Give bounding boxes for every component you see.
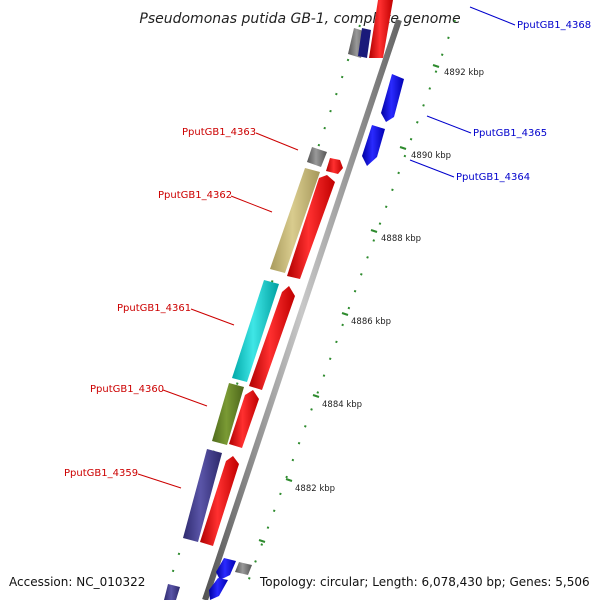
leader-line (190, 308, 235, 326)
leader-line (230, 195, 273, 213)
cds-reverse[interactable] (362, 125, 385, 166)
feature-purple[interactable] (164, 584, 180, 600)
cds-forward[interactable] (200, 456, 239, 546)
reverse-strand-genes (209, 74, 404, 600)
reverse-gene-labels: PputGB1_4364 PputGB1_4365 PputGB1_4368 (409, 6, 591, 183)
cds-reverse[interactable] (209, 578, 228, 600)
leader-line (162, 389, 208, 407)
tick-label: 4882 kbp (295, 484, 335, 494)
other-features (164, 28, 371, 600)
feature-tan[interactable] (270, 168, 320, 273)
tick-label: 4884 kbp (322, 400, 362, 410)
gene-label[interactable]: PputGB1_4365 (473, 128, 547, 139)
tick-label: 4886 kbp (351, 317, 391, 327)
leader-line (137, 473, 182, 489)
cds-forward[interactable] (229, 390, 259, 448)
gene-label[interactable]: PputGB1_4360 (90, 384, 164, 395)
tick-mark (399, 146, 407, 150)
tick-mark (258, 539, 266, 543)
topology-box (256, 572, 596, 590)
topology-text: Topology: circular; Length: 6,078,430 bp… (259, 575, 590, 589)
accession-box (4, 572, 150, 590)
feature-gray[interactable] (235, 562, 252, 575)
tick-mark (370, 229, 378, 233)
cds-forward[interactable] (369, 0, 393, 58)
tick-mark (312, 394, 320, 398)
outer-tick-ring (244, 19, 456, 591)
accession-text: Accession: NC_010322 (9, 575, 145, 589)
feature-purple[interactable] (183, 449, 222, 542)
gene-label[interactable]: PputGB1_4364 (456, 172, 530, 183)
gene-label[interactable]: PputGB1_4361 (117, 303, 191, 314)
cds-reverse[interactable] (381, 74, 404, 122)
gene-label[interactable]: PputGB1_4359 (64, 468, 138, 479)
genome-backbone (202, 19, 402, 600)
leader-line (409, 159, 455, 178)
tick-mark (285, 478, 293, 482)
ticks: 4882 kbp 4884 kbp 4886 kbp 4888 kbp 4890… (258, 64, 484, 543)
feature-gray[interactable] (307, 147, 327, 167)
forward-gene-labels: PputGB1_4359 PputGB1_4360 PputGB1_4361 P… (64, 127, 299, 489)
cds-forward[interactable] (326, 158, 343, 174)
map-title: Pseudomonas putida GB-1, complete genome (139, 11, 460, 27)
cds-forward[interactable] (249, 286, 295, 390)
gene-label[interactable]: PputGB1_4362 (158, 190, 232, 201)
gene-label[interactable]: PputGB1_4368 (517, 20, 591, 31)
tick-label: 4888 kbp (381, 234, 421, 244)
leader-line (469, 6, 516, 26)
tick-mark (341, 312, 349, 316)
forward-strand-genes (200, 0, 393, 546)
tick-label: 4890 kbp (411, 151, 451, 161)
feature-cyan[interactable] (232, 280, 279, 382)
cds-forward[interactable] (287, 175, 335, 279)
tick-mark (432, 64, 440, 68)
cds-reverse[interactable] (216, 558, 236, 580)
tick-label: 4892 kbp (444, 68, 484, 78)
leader-line (426, 115, 472, 134)
gene-label[interactable]: PputGB1_4363 (182, 127, 256, 138)
leader-line (255, 132, 299, 151)
feature-navy[interactable] (358, 28, 371, 58)
feature-olive[interactable] (212, 383, 244, 445)
